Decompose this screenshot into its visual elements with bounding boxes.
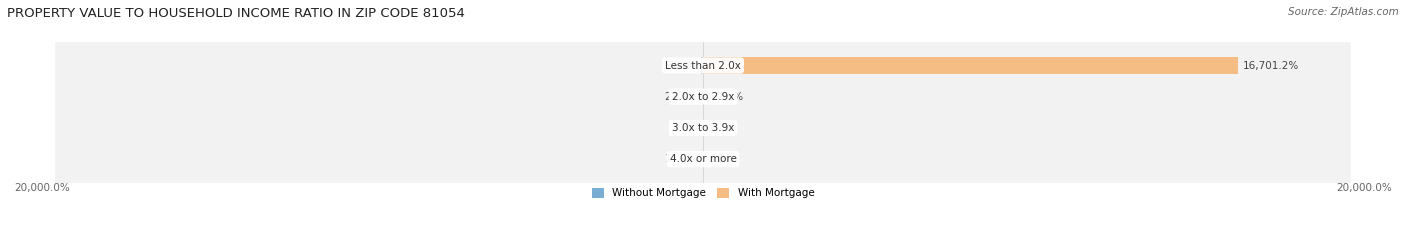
Text: Less than 2.0x: Less than 2.0x	[665, 61, 741, 70]
Text: 3.2%: 3.2%	[707, 123, 734, 133]
Text: 2.0x to 2.9x: 2.0x to 2.9x	[672, 92, 734, 102]
Text: 4.8%: 4.8%	[672, 123, 697, 133]
FancyBboxPatch shape	[56, 0, 1350, 234]
Bar	[703, 57, 1239, 74]
Text: 16,701.2%: 16,701.2%	[1243, 61, 1299, 70]
Text: 13.6%: 13.6%	[665, 154, 697, 164]
FancyBboxPatch shape	[56, 0, 1350, 234]
Text: 4.0x or more: 4.0x or more	[669, 154, 737, 164]
Bar	[703, 89, 704, 105]
Text: PROPERTY VALUE TO HOUSEHOLD INCOME RATIO IN ZIP CODE 81054: PROPERTY VALUE TO HOUSEHOLD INCOME RATIO…	[7, 7, 465, 20]
Text: 20,000.0%: 20,000.0%	[1336, 183, 1392, 193]
Bar	[702, 57, 703, 74]
Text: 2.5%: 2.5%	[707, 154, 734, 164]
Text: 22.4%: 22.4%	[665, 92, 697, 102]
Text: 20,000.0%: 20,000.0%	[14, 183, 70, 193]
Legend: Without Mortgage, With Mortgage: Without Mortgage, With Mortgage	[588, 184, 818, 203]
Text: Source: ZipAtlas.com: Source: ZipAtlas.com	[1288, 7, 1399, 17]
FancyBboxPatch shape	[56, 0, 1350, 234]
FancyBboxPatch shape	[56, 0, 1350, 234]
Text: 56.4%: 56.4%	[664, 61, 696, 70]
Text: 62.8%: 62.8%	[710, 92, 742, 102]
Text: 3.0x to 3.9x: 3.0x to 3.9x	[672, 123, 734, 133]
